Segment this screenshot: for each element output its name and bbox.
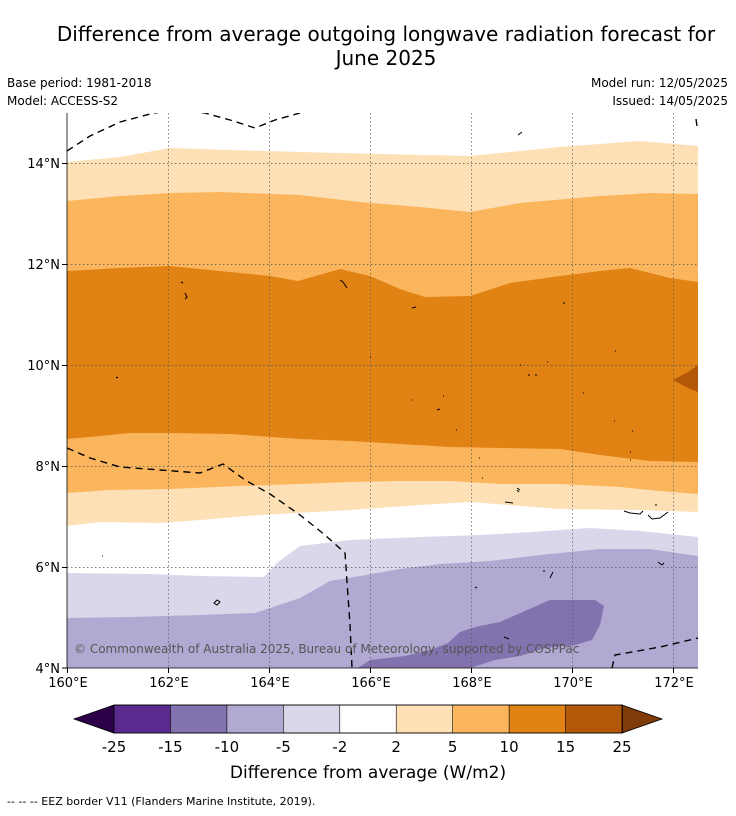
colorbar-bin <box>452 704 510 734</box>
colorbar-tick-label: 10 <box>500 738 519 756</box>
lat-label-4: 4°N <box>36 662 61 677</box>
colorbar-tick-label: -10 <box>215 738 240 756</box>
colorbar-over-arrow <box>621 704 664 734</box>
islands <box>102 131 669 640</box>
copyright-notice: © Commonwealth of Australia 2025, Bureau… <box>74 642 579 656</box>
lon-label-166: 166°E <box>351 676 391 691</box>
map-plot-area: © Commonwealth of Australia 2025, Bureau… <box>67 113 698 668</box>
model-name: Model: ACCESS-S2 <box>7 94 119 108</box>
lon-label-160: 160°E <box>48 676 88 691</box>
colorbar-tick-label: -15 <box>158 738 183 756</box>
lat-label-6: 6°N <box>36 561 61 576</box>
colorbar-bin <box>395 704 454 734</box>
colorbar-tick-label: -25 <box>102 738 127 756</box>
metadata-right: Model run: 12/05/2025 Issued: 14/05/2025 <box>591 74 728 110</box>
colorbar-label: Difference from average (W/m2) <box>230 763 506 783</box>
anomaly-band-10-to-15 <box>67 266 698 462</box>
anomaly-band-15-to-25 <box>673 365 698 392</box>
lat-label-12: 12°N <box>27 258 60 273</box>
colorbar-tick-label: 15 <box>556 738 575 756</box>
lat-label-8: 8°N <box>36 460 61 475</box>
colorbar-tick-labels: -25 -15 -10 -5 -2 2 5 10 15 25 <box>102 738 632 756</box>
latitude-labels: 14°N 12°N 10°N 8°N 6°N 4°N <box>27 157 60 677</box>
map-title-line1: Difference from average outgoing longwav… <box>56 22 716 46</box>
lon-label-164: 164°E <box>250 676 290 691</box>
colorbar-tick-label: -5 <box>276 738 291 756</box>
colorbar-bin <box>283 704 341 734</box>
map-gridlines <box>67 113 698 668</box>
lat-label-14: 14°N <box>27 157 60 172</box>
colorbar-tick-label: 5 <box>448 738 458 756</box>
colorbar-bin <box>565 704 623 734</box>
lat-label-10: 10°N <box>27 359 60 374</box>
colorbar-tick-label: 25 <box>612 738 631 756</box>
longitude-labels: 160°E 162°E 164°E 166°E 168°E 170°E 172°… <box>48 676 694 691</box>
eez-footnote: -- -- -- EEZ border V11 (Flanders Marine… <box>7 795 316 808</box>
axis-tick-marks <box>62 163 674 673</box>
model-run: Model run: 12/05/2025 <box>590 76 728 90</box>
colorbar-under-arrow <box>72 704 115 734</box>
colorbar-tick-label: -2 <box>332 738 347 756</box>
colorbar-bin <box>339 704 398 734</box>
colorbar-bins <box>113 704 623 734</box>
colorbar-bin <box>113 704 172 734</box>
map-title-line2: June 2025 <box>335 46 437 70</box>
anomaly-band-minus15-to-minus10 <box>358 600 604 668</box>
colorbar-bin <box>226 704 285 734</box>
lon-label-170: 170°E <box>553 676 593 691</box>
lon-label-162: 162°E <box>149 676 189 691</box>
metadata-left: Base period: 1981-2018 Model: ACCESS-S2 <box>7 74 152 110</box>
colorbar-outline <box>113 704 623 734</box>
colorbar: -25 -15 -10 -5 -2 2 5 10 15 25 Differenc… <box>72 704 664 783</box>
lon-label-172: 172°E <box>654 676 694 691</box>
eez-border-lines <box>67 113 698 668</box>
colorbar-tick-label: 2 <box>391 738 401 756</box>
map-title: Difference from average outgoing longwav… <box>0 22 736 70</box>
colorbar-bin <box>508 704 567 734</box>
issued-date: Issued: 14/05/2025 <box>612 94 728 108</box>
colorbar-bin <box>170 704 228 734</box>
lon-label-168: 168°E <box>452 676 492 691</box>
base-period: Base period: 1981-2018 <box>7 76 152 90</box>
